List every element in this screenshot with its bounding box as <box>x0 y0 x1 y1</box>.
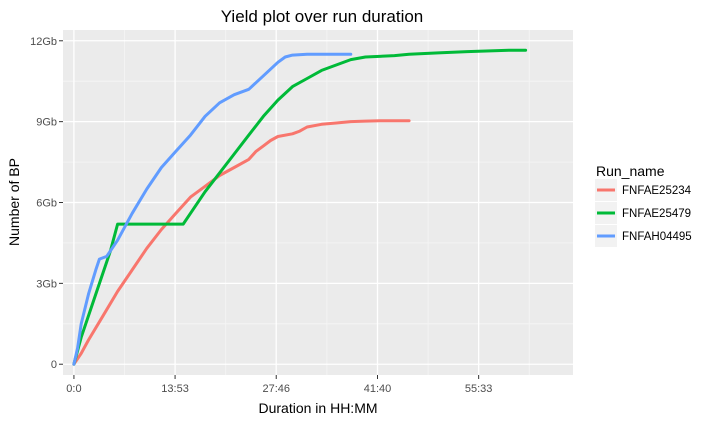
x-tick-label: 41:40 <box>364 383 392 395</box>
x-axis: 0:0 13:53 27:46 41:40 55:33 <box>66 375 492 395</box>
x-tick-label: 0:0 <box>66 383 81 395</box>
x-tick-label: 13:53 <box>161 383 189 395</box>
legend-label: FNFAE25234 <box>622 185 692 197</box>
y-tick-label: 6Gb <box>36 198 57 210</box>
series-line <box>72 52 353 366</box>
x-tick-label: 27:46 <box>262 383 290 395</box>
series-line <box>72 48 528 366</box>
legend-label: FNFAH04495 <box>622 231 692 243</box>
y-tick-label: 0 <box>51 359 57 371</box>
y-tick-label: 9Gb <box>36 117 57 129</box>
y-tick-label: 3Gb <box>36 278 57 290</box>
series-lines <box>72 48 528 366</box>
series-line <box>72 119 411 366</box>
y-axis: 0 3Gb 6Gb 9Gb 12Gb <box>30 36 63 371</box>
y-axis-title: Number of BP <box>6 158 22 246</box>
y-tick-label: 12Gb <box>30 36 57 48</box>
chart-title: Yield plot over run duration <box>221 7 424 26</box>
legend: Run_name FNFAE25234 FNFAE25479 FNFAH04495 <box>595 163 692 247</box>
x-axis-title: Duration in HH:MM <box>258 400 377 416</box>
x-tick-label: 55:33 <box>465 383 493 395</box>
grid-major <box>63 30 573 375</box>
legend-title: Run_name <box>596 163 665 179</box>
legend-label: FNFAE25479 <box>622 208 691 220</box>
